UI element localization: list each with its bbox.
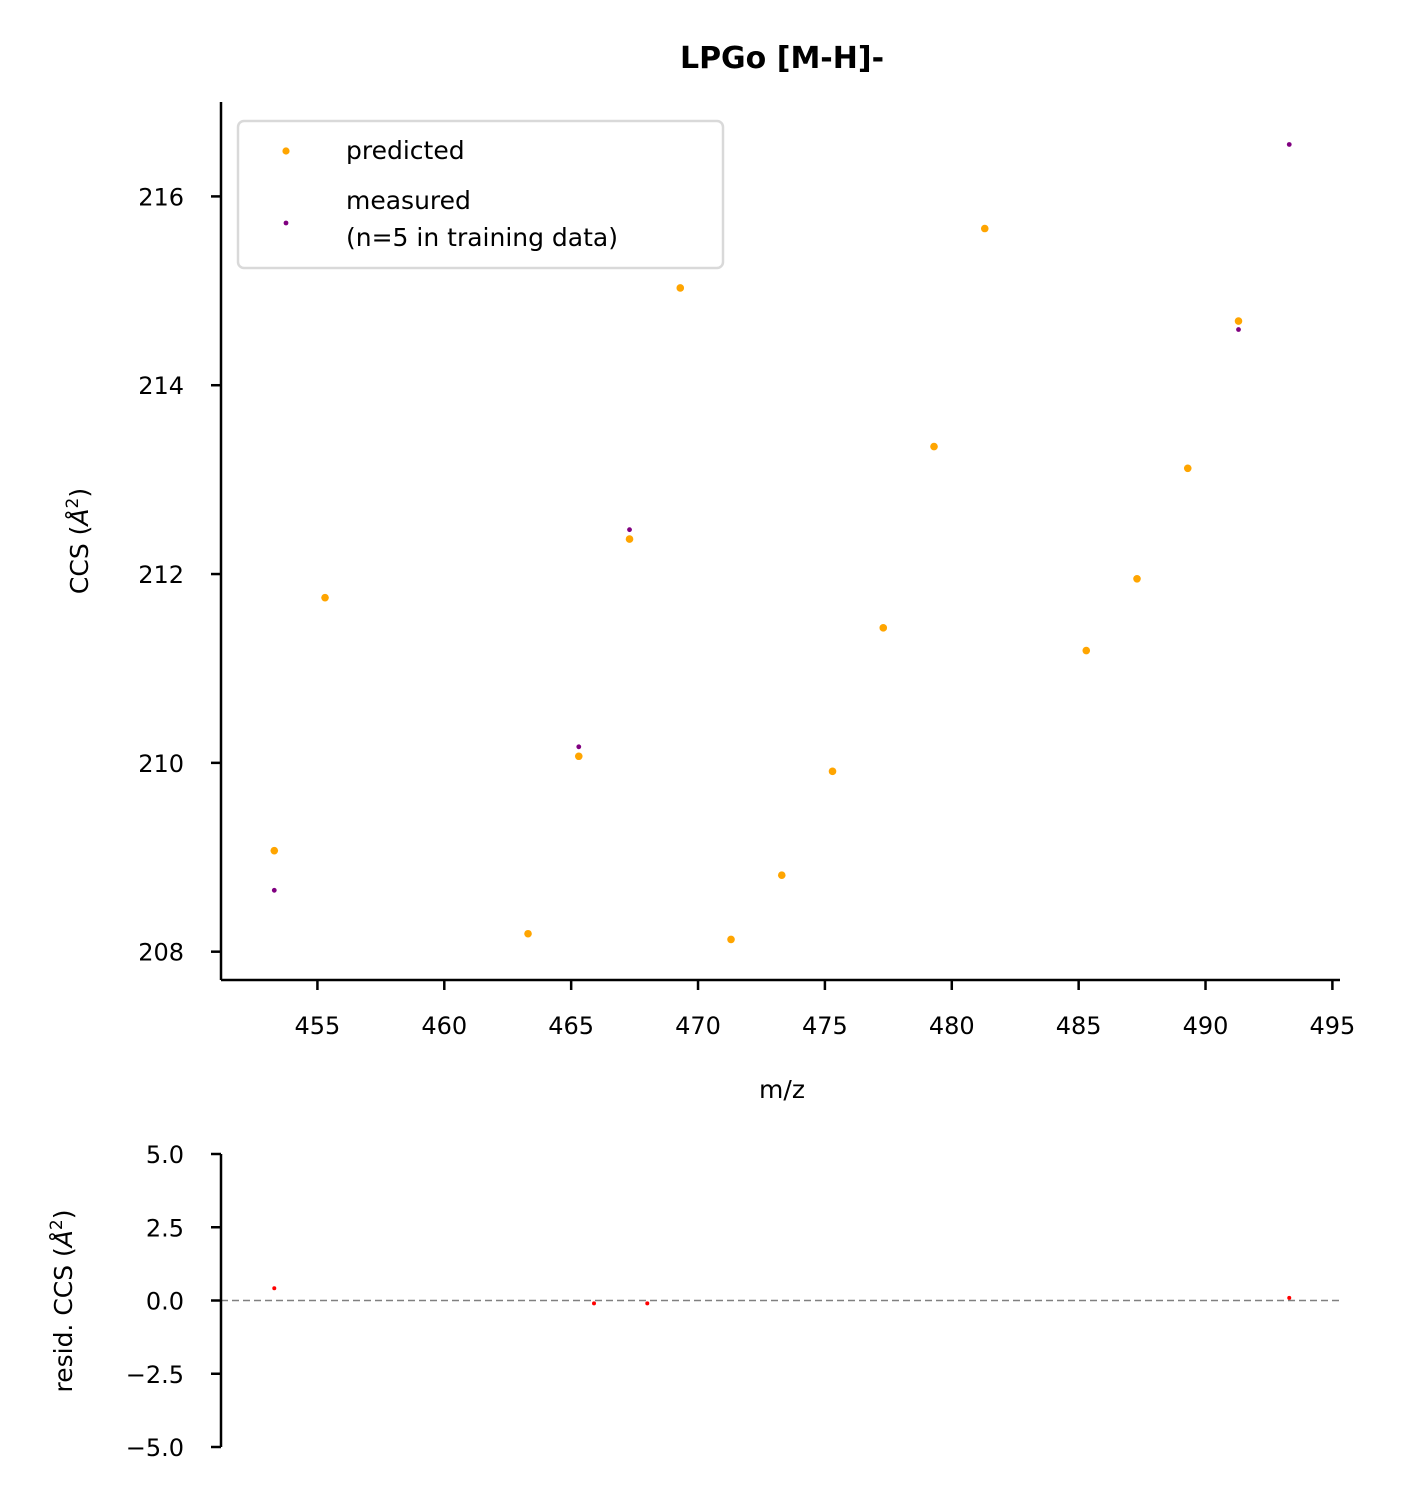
measured-point-0: [271, 887, 277, 893]
measured-point-3: [1236, 327, 1241, 332]
residual-point-3: [1287, 1295, 1292, 1300]
legend-label-measured-line2: (n=5 in training data): [346, 223, 618, 252]
y-tick-label-3: 214: [138, 372, 184, 400]
main-points: [270, 142, 1292, 944]
legend-label-predicted: predicted: [346, 136, 465, 165]
legend-label-measured-line1: measured: [346, 186, 471, 215]
x-tick-label-5: 480: [929, 1012, 975, 1040]
predicted-point-6: [727, 935, 735, 944]
measured-point-4: [1286, 142, 1292, 147]
chart-title: LPGo [M-H]-: [680, 41, 884, 76]
x-tick-label-7: 490: [1183, 1012, 1229, 1040]
measured-point-2: [627, 527, 632, 533]
residual-y-ticks: 5.0 2.5 0.0 −2.5 −5.0: [126, 1141, 221, 1462]
x-tick-label-4: 475: [802, 1012, 848, 1040]
y-tick-label-2: 212: [138, 561, 184, 589]
predicted-point-7: [777, 871, 786, 880]
residual-y-tick-label-2: 0.0: [146, 1288, 184, 1316]
residual-chart: 5.0 2.5 0.0 −2.5 −5.0 resid. CCS (Å2): [47, 1141, 1340, 1462]
predicted-point-11: [980, 224, 989, 233]
x-tick-label-2: 465: [548, 1012, 594, 1040]
predicted-point-4: [625, 535, 634, 543]
main-chart: LPGo [M-H]- 455 460 465 470 475 480 485 490 495 …: [63, 41, 1355, 1104]
predicted-point-1: [321, 593, 329, 602]
predicted-point-14: [1183, 464, 1192, 473]
legend: predicted measured (n=5 in training data…: [236, 119, 725, 270]
predicted-point-13: [1133, 574, 1141, 583]
legend-marker-predicted: [282, 147, 290, 155]
predicted-point-8: [828, 767, 837, 776]
x-tick-label-3: 470: [675, 1012, 721, 1040]
residual-y-tick-label-3: −2.5: [126, 1361, 184, 1389]
predicted-point-0: [270, 846, 279, 855]
predicted-point-12: [1082, 646, 1091, 655]
predicted-point-5: [676, 284, 685, 292]
predicted-point-2: [524, 929, 532, 938]
y-ticks: 208 210 212 214 216: [138, 183, 221, 967]
predicted-point-15: [1234, 317, 1243, 325]
x-ticks: 455 460 465 470 475 480 485 490 495: [295, 980, 1355, 1040]
y-tick-label-0: 208: [138, 939, 184, 967]
predicted-point-9: [879, 624, 888, 632]
residual-y-tick-label-1: 2.5: [146, 1214, 184, 1242]
residual-point-0: [272, 1286, 277, 1291]
legend-box: [236, 119, 725, 270]
predicted-point-3: [574, 752, 583, 761]
legend-marker-measured: [283, 220, 289, 226]
x-tick-label-0: 455: [295, 1012, 341, 1040]
x-axis-label: m/z: [759, 1075, 805, 1104]
residual-point-2: [645, 1301, 650, 1306]
residual-point-1: [592, 1301, 596, 1306]
main-axes: [219, 102, 1340, 982]
x-tick-label-1: 460: [421, 1012, 467, 1040]
measured-point-1: [576, 744, 582, 750]
residual-y-tick-label-0: 5.0: [146, 1141, 184, 1169]
residual-y-axis-label: resid. CCS (Å2): [47, 1209, 78, 1392]
residual-points: [272, 1286, 1292, 1306]
y-tick-label-4: 216: [138, 183, 184, 211]
y-tick-label-1: 210: [138, 750, 184, 778]
predicted-point-10: [930, 442, 938, 451]
x-tick-label-8: 495: [1309, 1012, 1355, 1040]
x-tick-label-6: 485: [1056, 1012, 1102, 1040]
residual-y-tick-label-4: −5.0: [126, 1434, 184, 1462]
